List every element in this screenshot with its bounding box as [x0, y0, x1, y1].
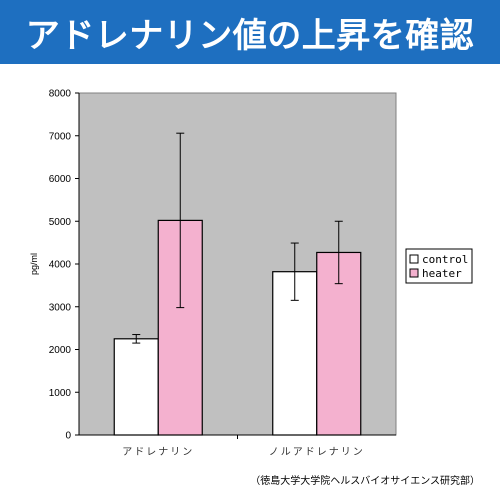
- source-note: （徳島大学大学院ヘルスバイオサイエンス研究部）: [250, 476, 480, 487]
- y-tick-label: 2000: [49, 345, 72, 356]
- title-banner: アドレナリン値の上昇を確認: [0, 0, 500, 64]
- y-tick-label: 3000: [49, 302, 72, 313]
- y-tick-label: 5000: [49, 217, 72, 228]
- y-tick-label: 0: [65, 431, 71, 442]
- legend-label-control: control: [422, 253, 468, 266]
- y-tick-label: 7000: [49, 131, 72, 142]
- legend-swatch-control: [409, 254, 419, 264]
- y-tick-label: 4000: [49, 260, 72, 271]
- bar-control: [113, 338, 159, 436]
- bar-chart: 0 1000 2000 3000 4000 5000 6000 7000 8000 pg/ml アド…: [29, 89, 473, 458]
- page-title: アドレナリン値の上昇を確認: [25, 15, 475, 56]
- y-tick-label: 1000: [49, 388, 72, 399]
- y-tick-label: 8000: [49, 89, 72, 100]
- x-category-label: ノルアドレナリン: [269, 446, 365, 458]
- y-axis-label: pg/ml: [29, 253, 39, 275]
- x-category-label: アドレナリン: [122, 446, 194, 458]
- y-tick-label: 6000: [49, 174, 72, 185]
- legend-label-heater: heater: [422, 267, 462, 280]
- legend-swatch-heater: [409, 268, 419, 278]
